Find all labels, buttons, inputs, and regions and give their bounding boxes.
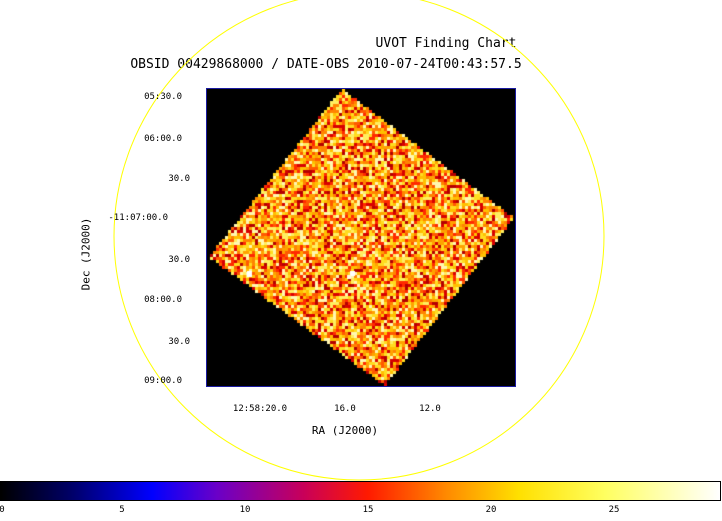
dec-tick-label: 09:00.0 bbox=[144, 376, 182, 386]
ra-axis-label: RA (J2000) bbox=[311, 424, 379, 437]
dec-tick-label: 06:00.0 bbox=[144, 134, 182, 144]
chart-title: UVOT Finding Chart bbox=[375, 36, 517, 51]
dec-tick-label: 08:00.0 bbox=[144, 295, 182, 305]
ra-tick-label: 12.0 bbox=[419, 404, 441, 414]
ra-tick-label: 16.0 bbox=[334, 404, 356, 414]
colorbar-tick-label: 5 bbox=[119, 505, 125, 515]
dec-axis-label: Dec (J2000) bbox=[79, 217, 93, 291]
colorbar bbox=[0, 481, 721, 501]
dec-tick-label: 30.0 bbox=[168, 255, 190, 265]
colorbar-tick-label: 15 bbox=[362, 505, 374, 515]
dec-tick-label: 05:30.0 bbox=[144, 92, 182, 102]
ra-tick-label: 12:58:20.0 bbox=[232, 404, 288, 414]
field-of-view-circle bbox=[113, 0, 605, 481]
dec-tick-label: 30.0 bbox=[168, 174, 190, 184]
colorbar-tick-label: 20 bbox=[485, 505, 497, 515]
colorbar-tick-label: 0 bbox=[0, 505, 5, 515]
colorbar-tick-label: 25 bbox=[608, 505, 620, 515]
uvot-image bbox=[207, 89, 515, 386]
chart-subtitle: OBSID 00429868000 / DATE-OBS 2010-07-24T… bbox=[130, 57, 522, 72]
colorbar-tick-label: 10 bbox=[239, 505, 251, 515]
dec-tick-label: 30.0 bbox=[168, 337, 190, 347]
image-frame bbox=[206, 88, 516, 387]
dec-tick-label: -11:07:00.0 bbox=[108, 213, 168, 223]
